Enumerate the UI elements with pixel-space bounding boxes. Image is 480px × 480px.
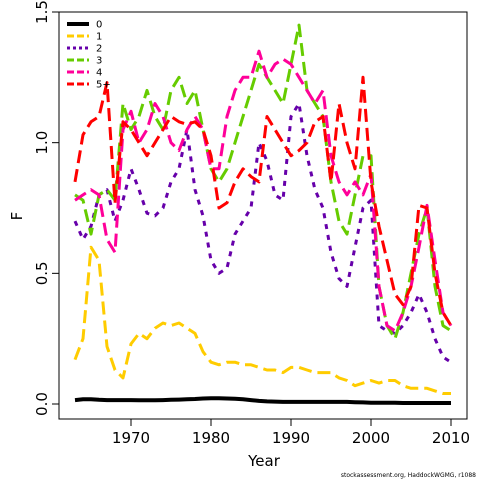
legend-label: 0 bbox=[96, 20, 102, 31]
y-axis-title: F bbox=[8, 212, 26, 221]
series-line-4 bbox=[74, 49, 453, 333]
y-axis: 0.0 0.5 1.0 1.5 bbox=[33, 0, 60, 416]
series-line-1 bbox=[73, 245, 451, 395]
plot-frame bbox=[58, 11, 468, 420]
x-tick-label: 2010 bbox=[432, 429, 470, 447]
legend-label: 2 bbox=[96, 44, 102, 55]
series-line-3 bbox=[74, 23, 452, 341]
y-tick-label: 0.5 bbox=[33, 261, 51, 285]
x-axis: 1970 1980 1990 2000 2010 bbox=[112, 418, 470, 447]
x-tick-label: 2000 bbox=[352, 429, 390, 447]
y-tick-label: 1.5 bbox=[33, 0, 51, 24]
series-line-5plus bbox=[73, 75, 453, 327]
legend-label: 1 bbox=[96, 32, 102, 43]
x-tick-label: 1990 bbox=[272, 429, 310, 447]
credit-text: stockassessment.org, HaddockWGMG, r1088 bbox=[341, 472, 476, 479]
x-tick-label: 1970 bbox=[112, 429, 150, 447]
legend-label: 3 bbox=[96, 56, 102, 67]
series-line-0 bbox=[74, 396, 451, 405]
y-tick-label: 1.0 bbox=[33, 131, 51, 155]
legend-label: 4 bbox=[96, 68, 102, 79]
x-tick-label: 1980 bbox=[192, 429, 230, 447]
series-layer bbox=[73, 23, 453, 405]
series-line-2 bbox=[73, 102, 452, 364]
x-axis-title: Year bbox=[247, 452, 281, 470]
legend-label: 5+ bbox=[96, 80, 111, 91]
y-tick-label: 0.0 bbox=[33, 392, 51, 416]
